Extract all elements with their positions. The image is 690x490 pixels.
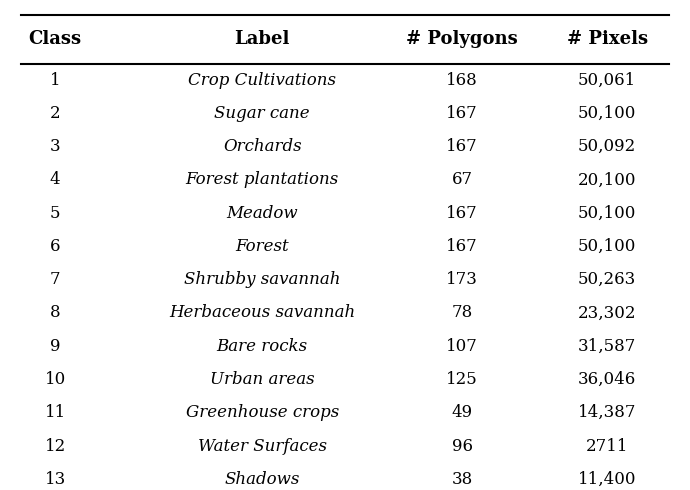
Text: 96: 96 — [452, 438, 473, 455]
Text: 50,092: 50,092 — [578, 138, 636, 155]
Text: 50,061: 50,061 — [578, 72, 636, 89]
Text: 3: 3 — [50, 138, 61, 155]
Text: 11,400: 11,400 — [578, 471, 636, 488]
Text: Label: Label — [235, 30, 290, 48]
Text: 78: 78 — [452, 304, 473, 321]
Text: 167: 167 — [446, 105, 478, 122]
Text: 2711: 2711 — [586, 438, 629, 455]
Text: 38: 38 — [452, 471, 473, 488]
Text: 14,387: 14,387 — [578, 404, 636, 421]
Text: 13: 13 — [45, 471, 66, 488]
Text: 11: 11 — [45, 404, 66, 421]
Text: 49: 49 — [452, 404, 473, 421]
Text: Bare rocks: Bare rocks — [217, 338, 308, 355]
Text: Orchards: Orchards — [223, 138, 302, 155]
Text: 125: 125 — [446, 371, 478, 388]
Text: 167: 167 — [446, 138, 478, 155]
Text: 23,302: 23,302 — [578, 304, 636, 321]
Text: Sugar cane: Sugar cane — [215, 105, 310, 122]
Text: 173: 173 — [446, 271, 478, 288]
Text: 20,100: 20,100 — [578, 172, 636, 189]
Text: 8: 8 — [50, 304, 61, 321]
Text: 167: 167 — [446, 205, 478, 221]
Text: 6: 6 — [50, 238, 61, 255]
Text: # Pixels: # Pixels — [566, 30, 648, 48]
Text: 50,263: 50,263 — [578, 271, 636, 288]
Text: Water Surfaces: Water Surfaces — [198, 438, 326, 455]
Text: Crop Cultivations: Crop Cultivations — [188, 72, 336, 89]
Text: 12: 12 — [45, 438, 66, 455]
Text: 50,100: 50,100 — [578, 238, 636, 255]
Text: 10: 10 — [45, 371, 66, 388]
Text: Shrubby savannah: Shrubby savannah — [184, 271, 340, 288]
Text: 1: 1 — [50, 72, 61, 89]
Text: 2: 2 — [50, 105, 61, 122]
Text: Shadows: Shadows — [224, 471, 300, 488]
Text: Forest plantations: Forest plantations — [186, 172, 339, 189]
Text: 167: 167 — [446, 238, 478, 255]
Text: Forest: Forest — [235, 238, 289, 255]
Text: 31,587: 31,587 — [578, 338, 636, 355]
Text: Herbaceous savannah: Herbaceous savannah — [169, 304, 355, 321]
Text: 50,100: 50,100 — [578, 105, 636, 122]
Text: Meadow: Meadow — [226, 205, 298, 221]
Text: 107: 107 — [446, 338, 478, 355]
Text: # Polygons: # Polygons — [406, 30, 518, 48]
Text: Urban areas: Urban areas — [210, 371, 315, 388]
Text: 36,046: 36,046 — [578, 371, 636, 388]
Text: Greenhouse crops: Greenhouse crops — [186, 404, 339, 421]
Text: 4: 4 — [50, 172, 61, 189]
Text: 168: 168 — [446, 72, 478, 89]
Text: 67: 67 — [452, 172, 473, 189]
Text: 50,100: 50,100 — [578, 205, 636, 221]
Text: 7: 7 — [50, 271, 61, 288]
Text: Class: Class — [29, 30, 81, 48]
Text: 9: 9 — [50, 338, 61, 355]
Text: 5: 5 — [50, 205, 61, 221]
